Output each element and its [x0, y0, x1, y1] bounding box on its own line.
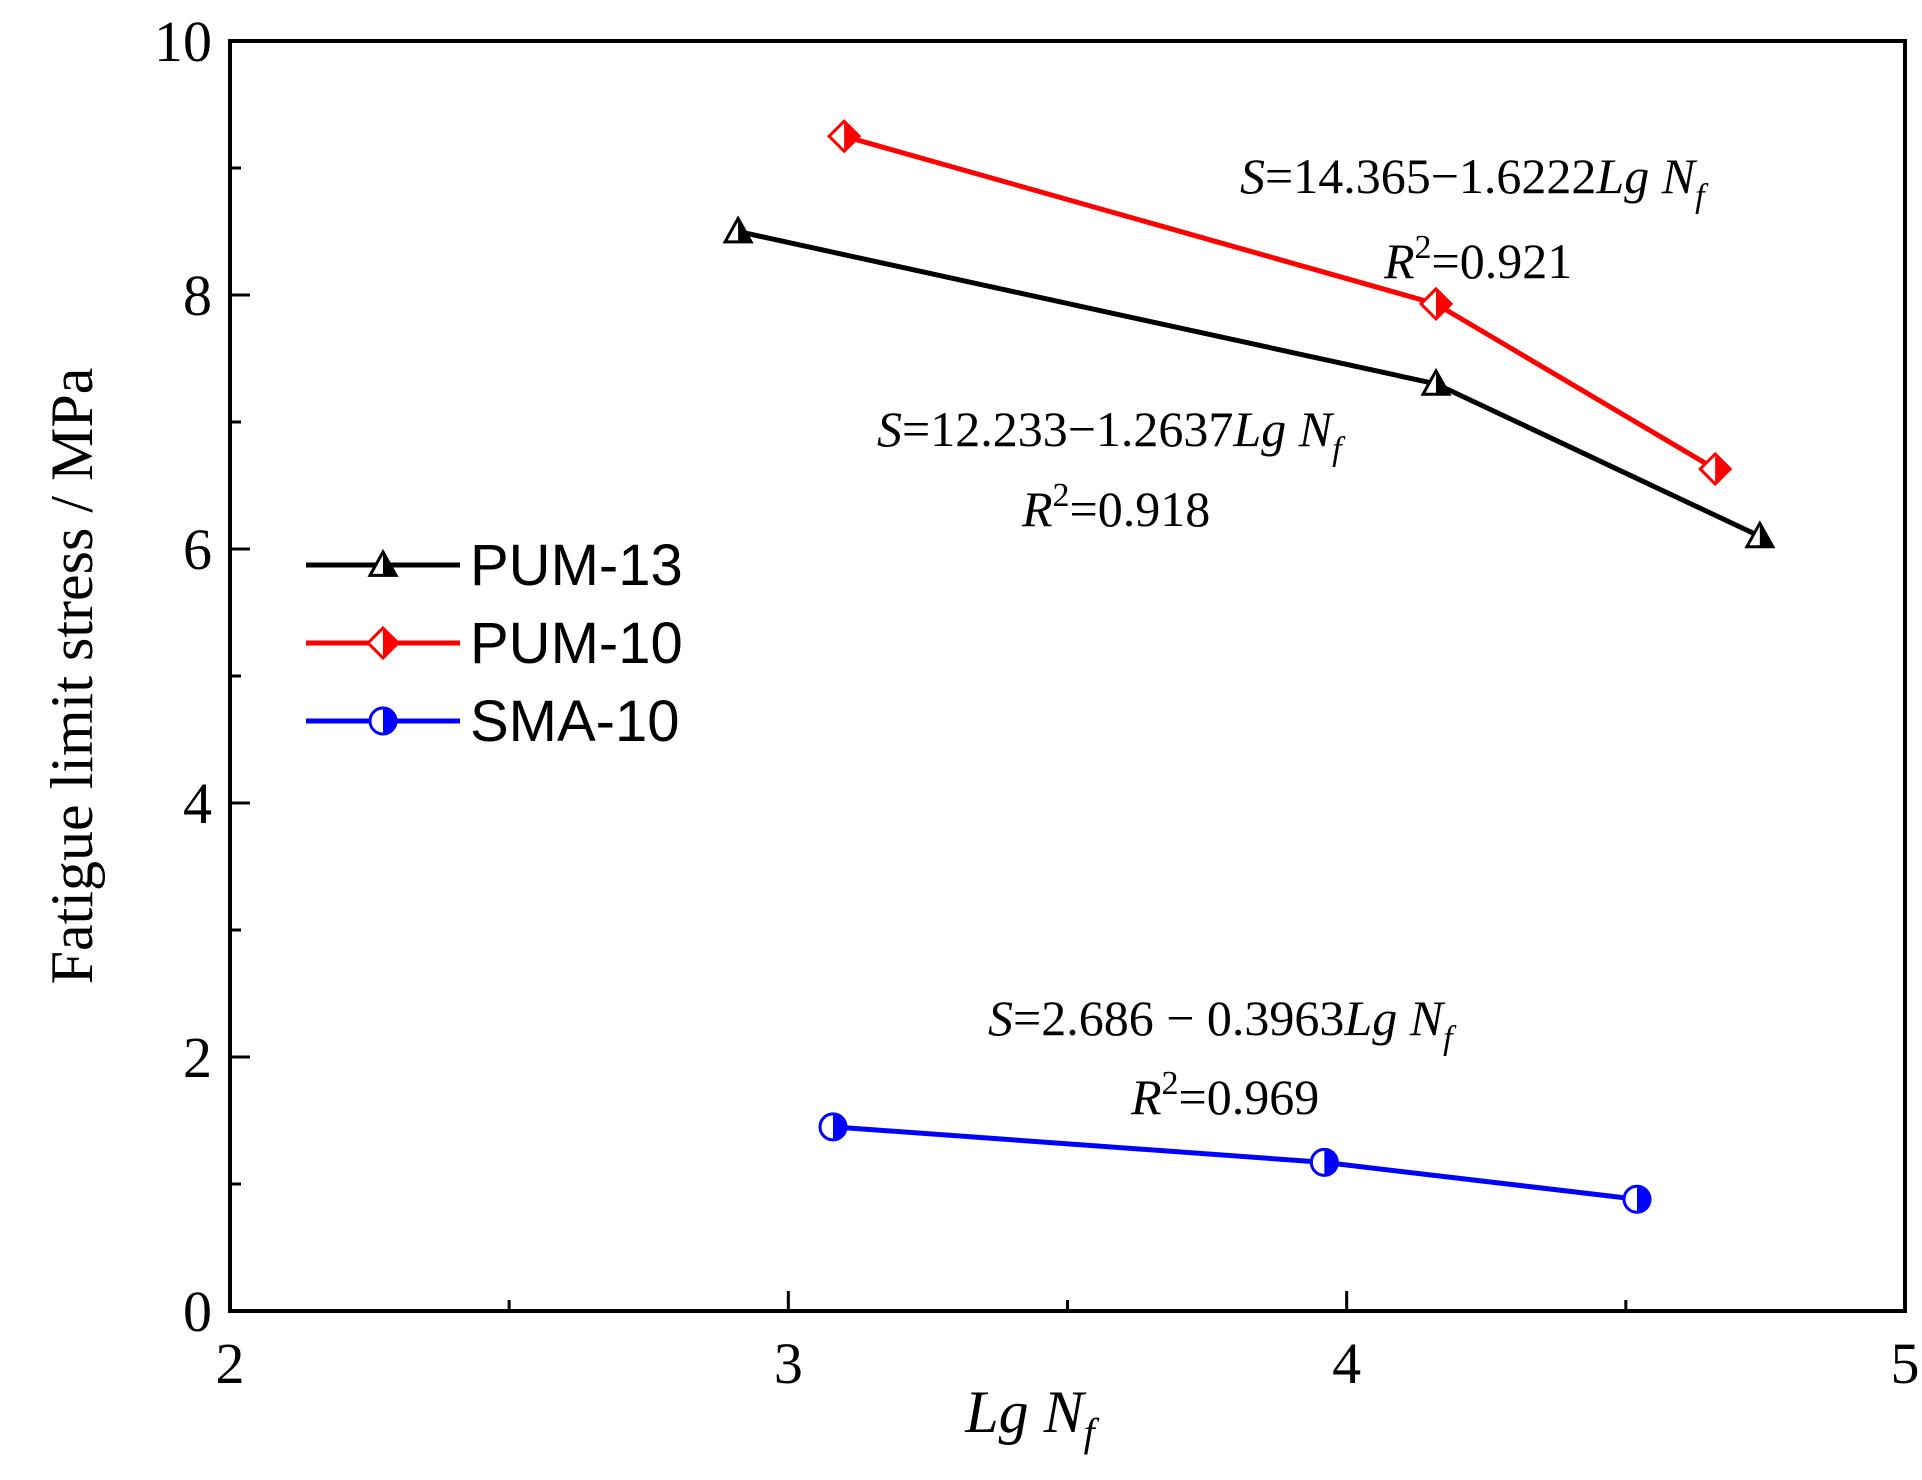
y-tick-labels: 0 2 4 6 8 10: [154, 9, 212, 1344]
y-tick-label: 2: [183, 1025, 212, 1090]
data-point-pum-13: [722, 215, 754, 244]
data-point-pum-10: [827, 119, 862, 154]
data-point-pum-10: [1418, 286, 1454, 322]
data-point-pum-13: [1744, 520, 1776, 549]
legend-marker: [368, 706, 398, 736]
y-tick-label: 6: [183, 517, 212, 582]
equation-sma10: S=2.686 − 0.3963Lg Nf: [988, 990, 1457, 1057]
r2-sma10: R2=0.969: [1130, 1065, 1319, 1125]
y-tick-label: 8: [183, 263, 212, 328]
r2-pum10: R2=0.921: [1383, 229, 1572, 289]
annotation-pum10: S=14.365−1.6222Lg Nf R2=0.921: [1240, 148, 1709, 289]
x-tick-label: 4: [1332, 1331, 1361, 1396]
y-tick-label: 4: [183, 771, 212, 836]
legend-marker: [367, 548, 399, 577]
legend-item-pum-13: PUM-13: [306, 533, 683, 598]
data-point-sma-10: [1309, 1147, 1339, 1177]
plot-frame: [228, 39, 1907, 1313]
legend-item-sma-10: SMA-10: [306, 689, 680, 754]
series-layer: [722, 119, 1776, 1214]
series-line-pum-13: [737, 229, 1761, 539]
equation-pum13: S=12.233−1.2637Lg Nf: [877, 401, 1346, 468]
legend-label: SMA-10: [470, 689, 680, 754]
equation-pum10: S=14.365−1.6222Lg Nf: [1240, 148, 1709, 215]
data-point-sma-10: [818, 1112, 848, 1142]
annotation-pum13: S=12.233−1.2637Lg Nf R2=0.918: [877, 401, 1346, 537]
legend-marker: [365, 625, 401, 661]
y-tick-label: 10: [154, 9, 212, 74]
annotation-sma10: S=2.686 − 0.3963Lg Nf R2=0.969: [988, 990, 1457, 1125]
x-tick-label: 5: [1891, 1331, 1920, 1396]
legend-label: PUM-13: [470, 533, 683, 598]
x-tick-label: 3: [774, 1331, 803, 1396]
x-tick-labels: 2 3 4 5: [216, 1331, 1920, 1396]
y-axis-title: Fatigue limit stress / MPa: [39, 368, 105, 985]
x-axis-title: Lg Nf: [964, 1379, 1099, 1455]
x-tick-label: 2: [216, 1331, 245, 1396]
r2-pum13: R2=0.918: [1021, 477, 1210, 537]
legend-label: PUM-10: [470, 611, 683, 676]
legend-item-pum-10: PUM-10: [306, 611, 683, 676]
data-point-pum-13: [1420, 367, 1452, 396]
y-tick-label: 0: [183, 1279, 212, 1344]
data-point-sma-10: [1622, 1184, 1652, 1214]
data-point-pum-10: [1698, 451, 1733, 487]
legend: PUM-13 PUM-10 SMA-10: [306, 533, 683, 754]
series-line-sma-10: [832, 1124, 1638, 1202]
axis-ticks: [228, 39, 1907, 1313]
